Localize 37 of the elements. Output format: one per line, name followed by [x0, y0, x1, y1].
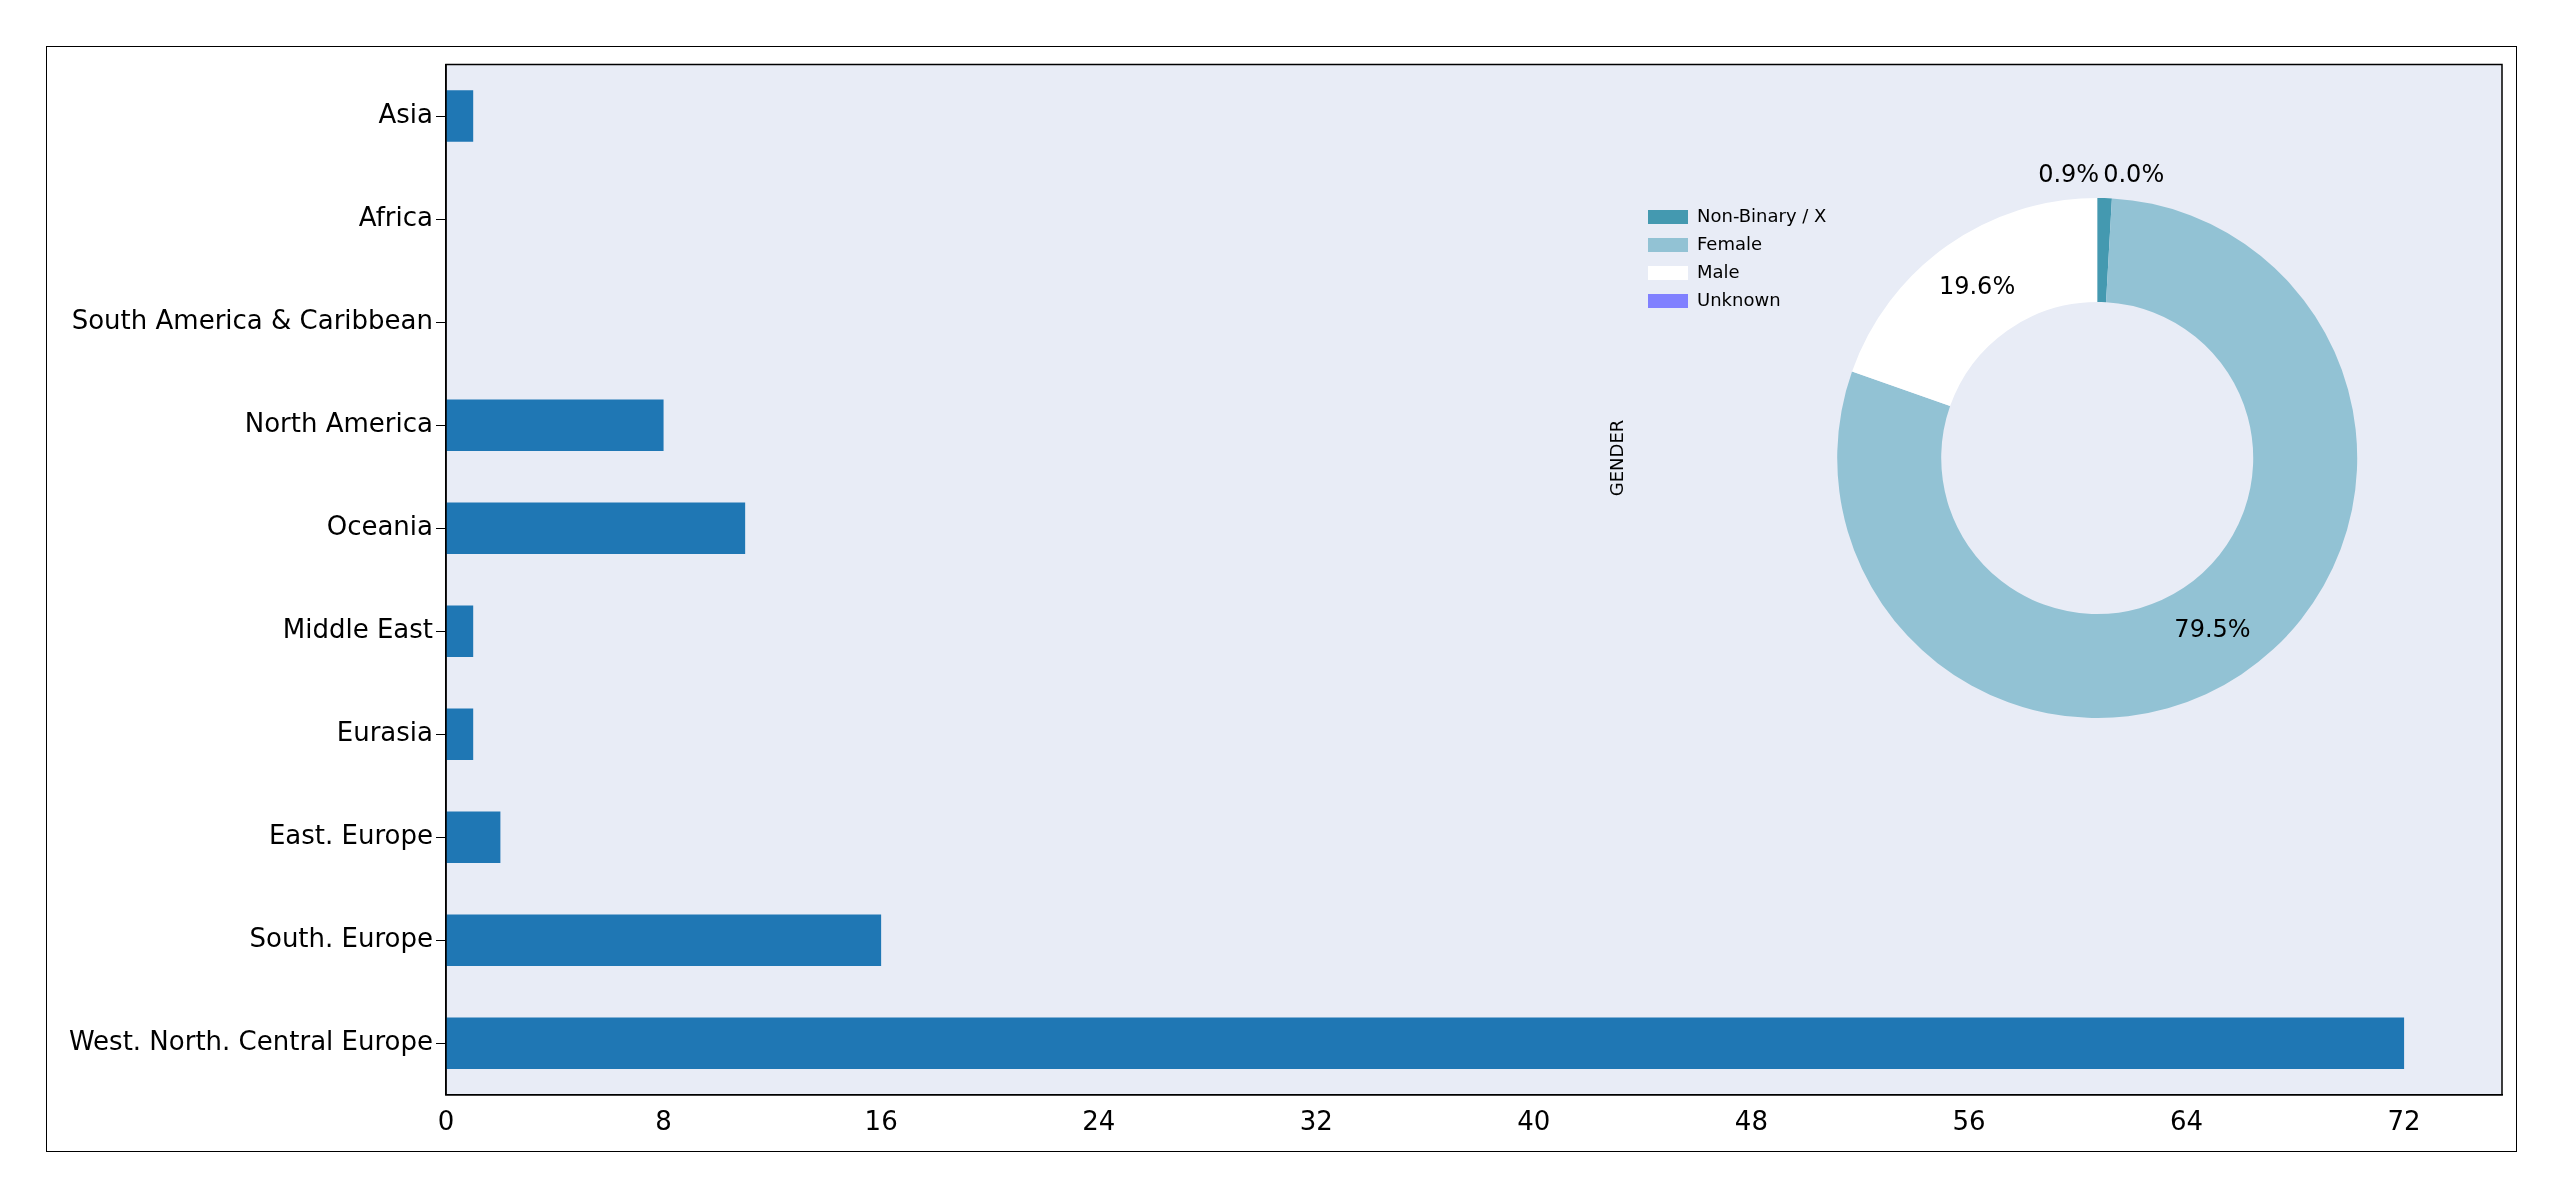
- legend-label: Female: [1697, 232, 1763, 254]
- y-tick-label: South America & Caribbean: [71, 304, 433, 335]
- x-tick-label: 72: [2387, 1106, 2421, 1137]
- data-label: 0.9%: [2038, 160, 2100, 189]
- x-tick-label: 24: [1082, 1106, 1116, 1137]
- x-tick-label: 8: [655, 1106, 672, 1137]
- y-tick-label: Eurasia: [336, 716, 433, 747]
- x-tick-label: 40: [1517, 1106, 1551, 1137]
- bar: [446, 1017, 2405, 1070]
- y-tick-label: East. Europe: [268, 820, 433, 850]
- text: 0.0%: [2103, 160, 2165, 189]
- bar: [446, 914, 882, 967]
- bar: [446, 708, 474, 760]
- bar: [446, 605, 474, 657]
- text: GENDER: [1605, 419, 1627, 497]
- y-tick-label: Africa: [358, 201, 433, 232]
- bar: [446, 502, 746, 554]
- x-tick-label: 16: [864, 1106, 898, 1137]
- bar: [446, 811, 501, 864]
- x-tick-label: 32: [1299, 1106, 1333, 1137]
- x-tick-label: 64: [2169, 1106, 2204, 1137]
- x-tick-label: 48: [1734, 1106, 1768, 1137]
- y-tick-label: Asia: [378, 98, 433, 129]
- y-tick-label: South. Europe: [249, 923, 433, 954]
- y-tick-label: Middle East: [282, 613, 433, 644]
- y-tick-label: North America: [244, 407, 433, 438]
- x-tick-label: 56: [1952, 1106, 1986, 1137]
- y-tick-label: Oceania: [326, 510, 433, 541]
- data-label: 19.6%: [1938, 272, 2016, 301]
- bar: [446, 90, 474, 142]
- legend-label: Unknown: [1697, 288, 1781, 310]
- y-tick-label: West. North. Central Europe: [68, 1026, 433, 1057]
- legend-label: Male: [1697, 260, 1740, 282]
- x-tick-label: 0: [437, 1106, 455, 1137]
- bar: [446, 399, 664, 451]
- data-label: 79.5%: [2174, 615, 2251, 644]
- legend-label: Non-Binary / X: [1697, 204, 1827, 226]
